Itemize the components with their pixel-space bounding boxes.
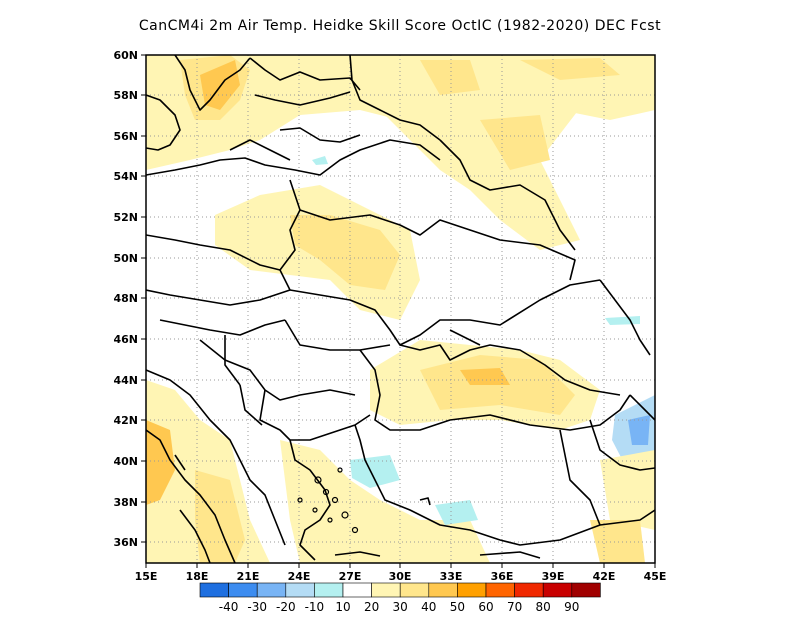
colorbar-labels: -40 -30 -20 -10 10 20 30 40 50 60 70 80 … (219, 600, 580, 614)
colorbar-swatch (314, 582, 344, 598)
colorbar-swatch (485, 582, 515, 598)
lat-label: 36N (113, 536, 138, 549)
lat-label: 38N (113, 496, 138, 509)
colorbar-label: 40 (421, 600, 436, 614)
lat-label: 42N (113, 414, 138, 427)
lon-label: 36E (491, 570, 514, 583)
axis-ticks (141, 54, 656, 568)
colorbar-swatch (399, 582, 430, 598)
lat-label: 58N (113, 89, 138, 102)
map-gridlines (146, 55, 655, 563)
colorbar-label: 90 (564, 600, 579, 614)
colorbar-label: -40 (219, 600, 239, 614)
colorbar-label: 50 (450, 600, 465, 614)
colorbar-label: 10 (335, 600, 350, 614)
lat-label: 48N (113, 292, 138, 305)
lat-label: 52N (113, 211, 138, 224)
colorbar-label: 60 (478, 600, 493, 614)
lat-label: 46N (113, 333, 138, 346)
lon-label: 18E (186, 570, 209, 583)
lat-label: 40N (113, 455, 138, 468)
lon-label: 21E (237, 570, 260, 583)
lat-label: 54N (113, 170, 138, 183)
lon-label: 27E (339, 570, 362, 583)
lon-label: 24E (288, 570, 311, 583)
colorbar-label: 80 (536, 600, 551, 614)
chart-title: CanCM4i 2m Air Temp. Heidke Skill Score … (138, 18, 662, 34)
colorbar-swatch (571, 582, 601, 598)
latitude-labels: 60N 58N 56N 54N 52N 50N 48N 46N 44N 42N … (113, 49, 138, 549)
colorbar-swatch (285, 582, 315, 598)
lon-label: 30E (389, 570, 412, 583)
colorbar-swatch (371, 582, 401, 598)
colorbar (199, 582, 601, 598)
colorbar-swatch (342, 582, 372, 598)
aegean-islands (297, 467, 359, 534)
lon-label: 45E (644, 570, 667, 583)
colorbar-label: 30 (393, 600, 408, 614)
colorbar-swatch (514, 582, 544, 598)
colorbar-label: -20 (276, 600, 296, 614)
lat-label: 44N (113, 374, 138, 387)
colorbar-label: 20 (364, 600, 379, 614)
coastlines-borders (146, 55, 655, 563)
lat-label: 60N (113, 49, 138, 62)
lat-label: 56N (113, 130, 138, 143)
colorbar-swatch (457, 582, 487, 598)
lon-label: 33E (440, 570, 463, 583)
colorbar-swatch (199, 582, 229, 598)
lon-label: 15E (135, 570, 158, 583)
lat-label: 50N (113, 252, 138, 265)
longitude-labels: 15E 18E 21E 24E 27E 30E 33E 36E 39E 42E … (135, 570, 667, 583)
lon-label: 39E (542, 570, 565, 583)
colorbar-swatch (256, 582, 287, 598)
colorbar-swatch (428, 582, 458, 598)
colorbar-label: -10 (305, 600, 325, 614)
colorbar-label: -30 (247, 600, 267, 614)
colorbar-swatch (542, 582, 573, 598)
lon-label: 42E (593, 570, 616, 583)
colorbar-label: 70 (507, 600, 522, 614)
colorbar-swatch (228, 582, 258, 598)
